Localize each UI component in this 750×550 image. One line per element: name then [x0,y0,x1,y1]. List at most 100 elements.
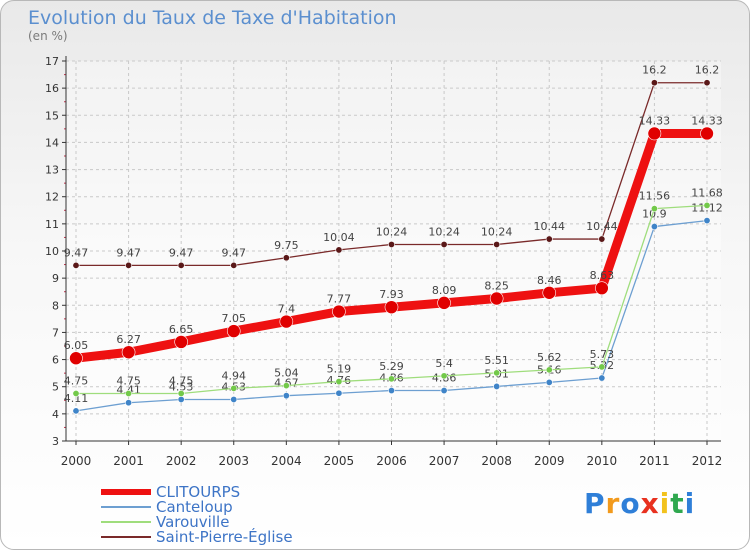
saint-pierre-eglise-data-label: 9.75 [274,239,299,252]
canteloup-point [125,399,133,407]
saint-pierre-eglise-data-label: 9.47 [64,246,89,259]
y-tick-label: 9 [52,272,59,285]
x-tick-label: 2011 [639,454,670,468]
clitourps-point [279,314,294,329]
canteloup-point [545,378,553,386]
canteloup-point [440,387,448,395]
clitourps-point [121,345,136,360]
saint-pierre-eglise-point [650,79,658,87]
y-tick-label: 10 [45,245,59,258]
legend-label: Varouville [156,513,230,531]
varouville-data-label: 4.75 [116,375,141,388]
varouville-data-label: 5.62 [537,351,562,364]
saint-pierre-eglise-point [125,261,133,269]
x-tick-label: 2002 [166,454,197,468]
chart-unit: (en %) [28,29,68,43]
legend-swatch [101,506,151,508]
saint-pierre-eglise-point [282,254,290,262]
saint-pierre-eglise-point [703,79,711,87]
varouville-point [545,366,553,374]
canteloup-point [650,223,658,231]
varouville-data-label: 5.04 [274,367,299,380]
canteloup-data-label: 10.9 [642,208,667,221]
varouville-point [72,389,80,397]
logo-letter: i [659,487,671,520]
clitourps-data-label: 7.4 [278,303,296,316]
canteloup-point [72,407,80,415]
canteloup-data-label: 4.53 [169,380,194,393]
x-tick-label: 2007 [429,454,460,468]
x-tick-label: 2009 [534,454,565,468]
clitourps-point [332,304,346,319]
clitourps-data-label: 7.05 [222,312,247,325]
y-tick-label: 7 [52,326,59,339]
chart-title: Evolution du Taux de Taxe d'Habitation [28,7,397,29]
x-tick-label: 2012 [692,454,723,468]
saint-pierre-eglise-point [545,235,553,243]
varouville-data-label: 4.94 [222,369,247,382]
legend-swatch [101,489,151,495]
clitourps-point [647,126,662,141]
clitourps-data-label: 14.33 [691,114,723,127]
clitourps-point [226,324,241,338]
varouville-data-label: 4.75 [64,375,89,388]
y-tick-label: 6 [52,354,59,367]
y-tick-label: 14 [45,136,59,149]
legend-swatch [101,536,151,538]
saint-pierre-eglise-data-label: 10.24 [376,225,408,238]
saint-pierre-eglise-point [440,240,448,248]
saint-pierre-eglise-data-label: 9.47 [116,246,141,259]
y-tick-label: 5 [52,381,59,394]
clitourps-data-label: 14.33 [639,114,671,127]
saint-pierre-eglise-data-label: 10.04 [323,231,355,244]
varouville-point [440,372,448,380]
x-tick-label: 2005 [324,454,355,468]
logo-letter: r [605,487,621,520]
saint-pierre-eglise-point [598,235,606,243]
x-tick-label: 2001 [113,454,144,468]
clitourps-data-label: 8.46 [537,274,562,287]
varouville-point [598,363,606,371]
saint-pierre-eglise-data-label: 16.2 [695,64,720,77]
canteloup-point [230,395,238,403]
canteloup-point [493,382,501,390]
y-tick-label: 8 [52,299,59,312]
varouville-data-label: 11.68 [691,186,723,199]
clitourps-data-label: 8.09 [432,284,457,297]
x-tick-label: 2008 [481,454,512,468]
saint-pierre-eglise-point [72,261,80,269]
clitourps-data-label: 7.93 [379,288,404,301]
x-tick-label: 2010 [587,454,618,468]
clitourps-point [700,126,714,141]
logo-letter: t [670,487,685,520]
clitourps-data-label: 7.77 [327,293,352,306]
y-tick-label: 13 [45,164,59,177]
saint-pierre-eglise-data-label: 9.47 [169,246,194,259]
saint-pierre-eglise-data-label: 10.44 [534,220,566,233]
y-tick-label: 16 [45,82,59,95]
proxiti-logo: Proxiti [584,487,695,520]
varouville-data-label: 5.51 [484,354,509,367]
clitourps-data-label: 8.63 [590,269,615,282]
saint-pierre-eglise-data-label: 9.47 [222,246,247,259]
varouville-point [282,382,290,390]
saint-pierre-eglise-point [493,240,501,248]
legend-swatch [101,521,151,523]
legend-label: Saint-Pierre-Église [156,528,293,546]
logo-letter: x [640,487,660,520]
y-tick-label: 15 [45,109,59,122]
canteloup-point [335,389,343,397]
saint-pierre-eglise-data-label: 10.44 [586,220,618,233]
clitourps-data-label: 6.27 [116,333,141,346]
clitourps-point [174,335,188,349]
canteloup-point [598,374,606,382]
saint-pierre-eglise-data-label: 16.2 [642,64,667,77]
canteloup-point [387,387,395,395]
varouville-point [650,205,658,213]
varouville-point [335,378,343,386]
saint-pierre-eglise-point [230,261,238,269]
logo-letter: o [620,487,641,520]
varouville-data-label: 5.19 [327,363,352,376]
x-tick-label: 2003 [218,454,249,468]
